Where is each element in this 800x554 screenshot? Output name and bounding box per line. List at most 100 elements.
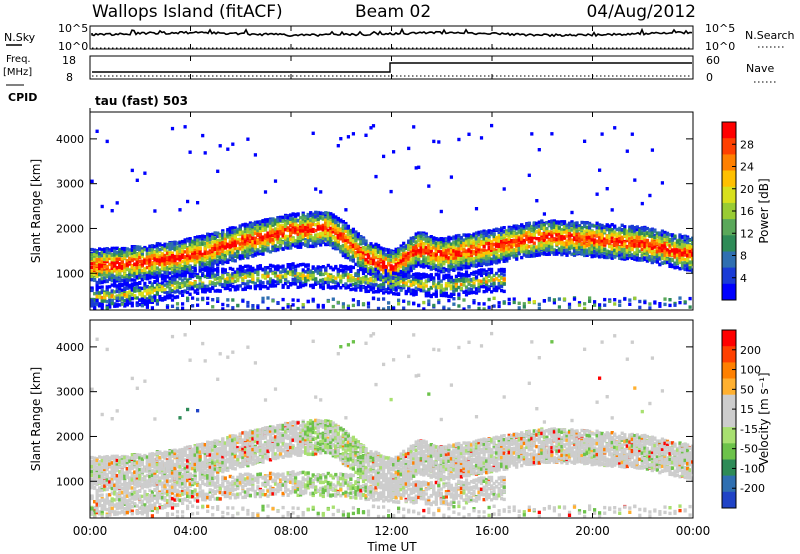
power-cell (304, 240, 308, 244)
power-cell (356, 260, 361, 265)
power-cell (228, 235, 232, 239)
power-cell (351, 254, 356, 259)
power-cell (364, 242, 368, 246)
power-cell (414, 235, 418, 239)
power-cell (263, 248, 268, 252)
power-cell (349, 276, 353, 280)
power-cell (206, 271, 210, 275)
power-cell (170, 244, 175, 248)
power-cell (208, 250, 212, 254)
power-cell (123, 286, 127, 290)
power-cell (351, 244, 356, 248)
power-cell (344, 242, 348, 246)
power-cell (417, 254, 421, 258)
power-cell (407, 246, 411, 251)
power-cell (251, 248, 255, 252)
power-cell (135, 255, 139, 259)
power-cell (414, 272, 418, 276)
power-cell (170, 242, 175, 246)
power-cell (434, 253, 438, 257)
power-cell (218, 251, 222, 255)
power-cell (412, 264, 416, 268)
power-cell (359, 247, 363, 252)
power-cell (459, 272, 464, 276)
power-cell (155, 277, 160, 281)
power-cell (354, 243, 358, 247)
power-cell (223, 246, 227, 250)
power-cell (168, 290, 172, 294)
power-cell (138, 256, 142, 260)
power-cell (432, 263, 436, 267)
power-cell (319, 214, 323, 218)
power-cell (170, 280, 175, 285)
power-cell (387, 282, 391, 286)
power-cell (216, 266, 220, 271)
power-cell (165, 282, 170, 286)
power-cell (201, 133, 205, 138)
power-cell (168, 264, 172, 268)
power-cell (291, 270, 295, 274)
power-cell (120, 294, 124, 298)
power-cell (123, 253, 127, 257)
power-cell (253, 253, 258, 257)
power-cell (437, 258, 441, 263)
power-cell (346, 256, 351, 260)
power-cell (329, 274, 333, 279)
power-cell (316, 238, 320, 242)
power-cell (351, 282, 356, 287)
power-cell (286, 280, 290, 284)
power-cell (188, 238, 192, 243)
power-cell (454, 284, 459, 288)
power-cell (103, 254, 107, 259)
power-cell (294, 241, 298, 246)
power-cell (211, 250, 215, 254)
power-cell (311, 227, 315, 232)
power-cell (98, 247, 102, 251)
power-cell (404, 267, 408, 271)
power-cell (243, 264, 248, 268)
power-cell (316, 212, 320, 216)
power-cell (243, 282, 248, 286)
nsearch-label: N.Search (745, 29, 795, 42)
power-cell (306, 229, 310, 233)
power-cell (208, 237, 212, 242)
power-cell (319, 243, 323, 247)
power-cell (331, 214, 335, 219)
power-cell (434, 257, 438, 262)
power-cell (118, 265, 122, 269)
power-cell (158, 288, 162, 292)
power-cell (392, 279, 396, 283)
power-cell (98, 261, 102, 265)
noise-tick-top-left: 10^5 (58, 22, 88, 35)
power-cell (402, 284, 406, 288)
power-cell (397, 267, 401, 272)
power-cell (459, 247, 464, 251)
power-cell (175, 251, 180, 255)
power-cell (294, 264, 298, 269)
power-cell (153, 266, 157, 271)
power-cell (417, 272, 421, 276)
power-cell (447, 284, 451, 288)
power-cell (299, 236, 303, 240)
power-cell (429, 274, 433, 278)
power-cell (201, 255, 205, 259)
power-cell (246, 274, 250, 278)
power-cell (359, 256, 363, 260)
power-cell (374, 252, 378, 257)
power-cell (299, 225, 303, 229)
power-cell (374, 283, 378, 287)
power-cell (271, 235, 275, 239)
power-cell (291, 243, 295, 247)
power-cell (286, 285, 290, 289)
power-cell (424, 251, 428, 255)
power-cell (90, 253, 94, 257)
power-cell (424, 246, 428, 251)
power-cell (289, 237, 293, 242)
power-cell (226, 277, 230, 281)
power-cell (223, 233, 227, 237)
power-cell (331, 242, 335, 246)
power-cell (434, 247, 438, 251)
power-cell (248, 242, 253, 247)
power-cell (412, 272, 416, 277)
power-cell (376, 287, 381, 291)
